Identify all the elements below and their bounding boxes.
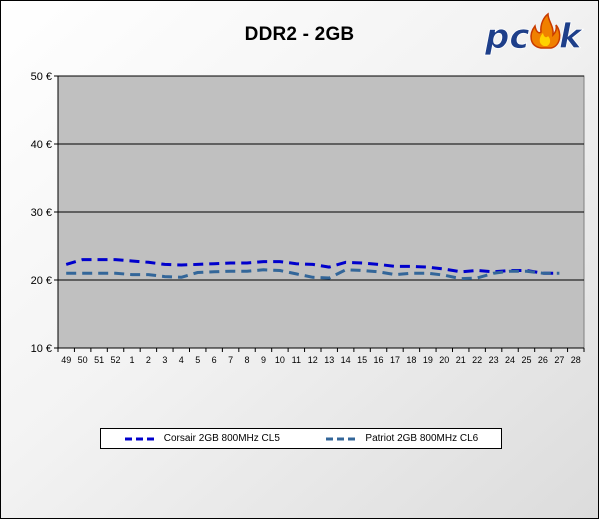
y-tick-label: 40 € bbox=[31, 139, 52, 151]
legend-label-patriot: Patriot 2GB 800MHz CL6 bbox=[365, 433, 479, 444]
x-tick-label: 21 bbox=[456, 355, 466, 365]
y-tick-label: 30 € bbox=[31, 207, 52, 219]
x-tick-label: 52 bbox=[111, 355, 121, 365]
x-tick-label: 9 bbox=[261, 355, 266, 365]
x-tick-label: 10 bbox=[275, 355, 285, 365]
chart-title: DDR2 - 2GB bbox=[244, 24, 355, 45]
x-tick-label: 19 bbox=[423, 355, 433, 365]
x-tick-label: 22 bbox=[472, 355, 482, 365]
legend-swatch-corsair bbox=[124, 437, 157, 440]
x-tick-label: 26 bbox=[538, 355, 548, 365]
x-tick-label: 28 bbox=[571, 355, 581, 365]
x-tick-label: 4 bbox=[179, 355, 184, 365]
y-tick-label: 10 € bbox=[31, 343, 52, 355]
svg-text:k: k bbox=[559, 17, 584, 57]
x-tick-label: 7 bbox=[228, 355, 233, 365]
x-tick-label: 50 bbox=[78, 355, 88, 365]
x-tick-label: 3 bbox=[162, 355, 167, 365]
legend-item-patriot: Patriot 2GB 800MHz CL6 bbox=[325, 433, 478, 444]
legend-swatch-patriot bbox=[326, 437, 359, 440]
svg-text:pc: pc bbox=[484, 17, 530, 57]
legend-label-corsair: Corsair 2GB 800MHz CL5 bbox=[163, 433, 280, 444]
chart-legend: Corsair 2GB 800MHz CL5 Patriot 2GB 800MH… bbox=[100, 428, 502, 449]
x-tick-label: 24 bbox=[505, 355, 515, 365]
x-tick-label: 51 bbox=[94, 355, 104, 365]
x-tick-label: 12 bbox=[308, 355, 318, 365]
x-tick-label: 25 bbox=[521, 355, 531, 365]
x-tick-label: 6 bbox=[212, 355, 217, 365]
x-tick-label: 20 bbox=[439, 355, 449, 365]
x-tick-label: 8 bbox=[245, 355, 250, 365]
x-tick-label: 13 bbox=[324, 355, 334, 365]
x-tick-label: 17 bbox=[390, 355, 400, 365]
x-tick-label: 14 bbox=[341, 355, 351, 365]
y-tick-label: 50 € bbox=[31, 71, 52, 83]
pcsk-logo: pc k bbox=[484, 12, 584, 57]
x-tick-label: 49 bbox=[61, 355, 71, 365]
x-tick-label: 1 bbox=[129, 355, 134, 365]
flame-icon bbox=[530, 12, 561, 49]
y-tick-label: 20 € bbox=[31, 275, 52, 287]
series-line-patriot bbox=[66, 268, 560, 281]
x-tick-label: 27 bbox=[554, 355, 564, 365]
x-tick-label: 23 bbox=[489, 355, 499, 365]
series-line-corsair bbox=[65, 258, 560, 275]
legend-item-corsair: Corsair 2GB 800MHz CL5 bbox=[124, 433, 280, 444]
x-tick-label: 15 bbox=[357, 355, 367, 365]
x-tick-label: 11 bbox=[292, 355, 301, 365]
x-tick-label: 18 bbox=[406, 355, 416, 365]
x-tick-label: 2 bbox=[146, 355, 151, 365]
x-tick-label: 5 bbox=[195, 355, 200, 365]
x-tick-label: 16 bbox=[374, 355, 384, 365]
